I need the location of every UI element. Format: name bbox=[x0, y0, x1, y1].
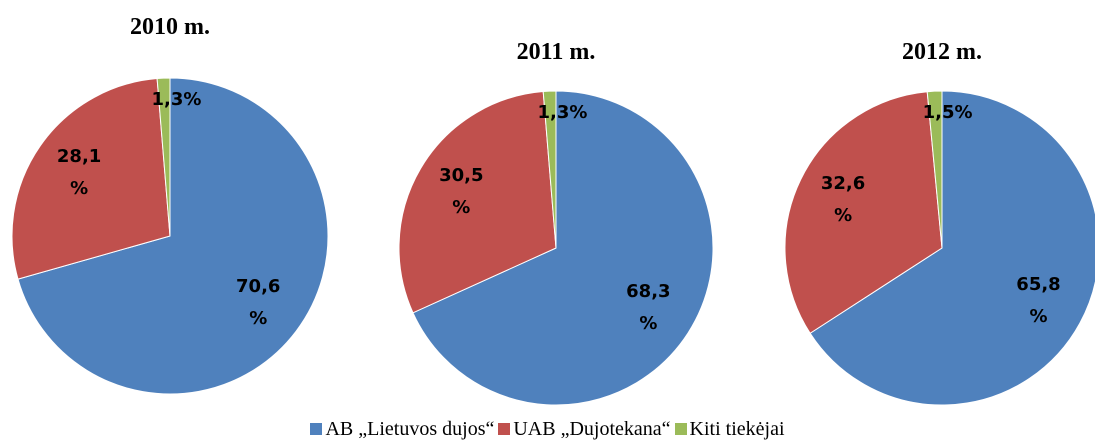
data-label: 68,3 % bbox=[626, 280, 671, 334]
data-label: 28,1 % bbox=[56, 145, 102, 199]
pie-slice bbox=[398, 90, 557, 314]
chart-title: 2012 m. bbox=[902, 39, 982, 65]
data-label: 32,6 % bbox=[820, 173, 866, 227]
legend-item: Kiti tiekėjai bbox=[674, 418, 785, 441]
legend-swatch bbox=[310, 423, 323, 435]
pie-slice bbox=[926, 90, 943, 249]
chart-title: 2010 m. bbox=[130, 14, 210, 40]
legend-item: AB „Lietuvos dujos“ bbox=[310, 418, 494, 441]
legend-label: UAB „Dujotekana“ bbox=[513, 418, 671, 440]
data-label: 1,3% bbox=[151, 89, 202, 111]
pie-slice bbox=[412, 90, 714, 406]
data-label: 1,3% bbox=[537, 102, 588, 124]
data-label: 65,8 % bbox=[1016, 273, 1061, 327]
pie-slice bbox=[156, 77, 171, 237]
legend-swatch bbox=[498, 423, 511, 435]
pie-slice bbox=[784, 91, 943, 334]
pie-slice bbox=[809, 90, 1095, 406]
data-label: 1,5% bbox=[922, 102, 973, 124]
pie-slice bbox=[542, 90, 557, 249]
legend: AB „Lietuvos dujos“ UAB „Dujotekana“ Kiti … bbox=[0, 418, 1095, 441]
legend-label: AB „Lietuvos dujos“ bbox=[325, 418, 495, 440]
chart-title: 2011 m. bbox=[516, 39, 596, 65]
data-label: 30,5 % bbox=[439, 165, 484, 219]
data-label: 70,6 % bbox=[236, 275, 281, 329]
legend-label: Kiti tiekėjai bbox=[689, 418, 785, 440]
legend-swatch bbox=[674, 423, 687, 435]
pie-slice bbox=[17, 77, 329, 395]
legend-item: UAB „Dujotekana“ bbox=[498, 418, 671, 441]
pie-slice bbox=[11, 77, 171, 280]
